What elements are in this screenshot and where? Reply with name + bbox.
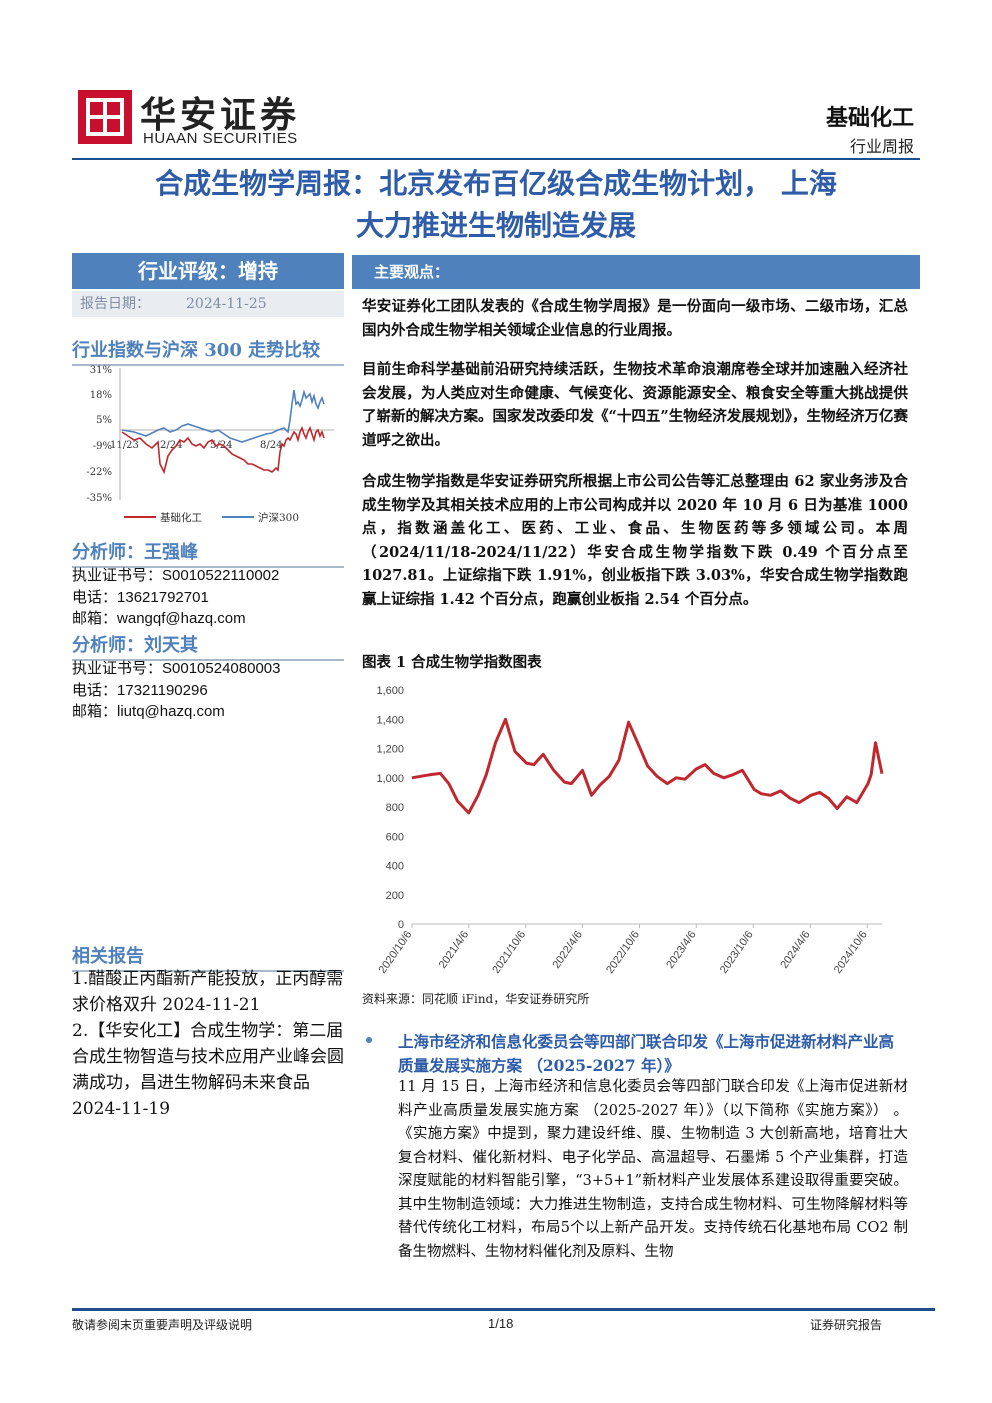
cert-label: 执业证书号： [72,566,163,584]
index-series-line [411,717,884,815]
x-tick-label: 2022/10/6 [604,929,642,976]
mini-y-tick: -22% [86,467,112,478]
y-tick-label: 200 [386,890,404,902]
mini-x-tick: 2/24 [160,440,182,451]
analyst-1-info: 执业证书号：S0010522110002 电话：13621792701 邮箱：w… [72,565,279,630]
related-reports-title: 相关报告 [72,942,344,972]
mini-y-tick: 31% [90,365,112,376]
related-reports-list: 1.醋酸正丙酯新产能投放，正丙醇需求价格双升 2024-11-21 2.【华安化… [72,966,344,1122]
related-report-2[interactable]: 2.【华安化工】合成生物学：第二届合成生物智造与技术应用产业峰会圆满成功，昌进生… [72,1021,344,1119]
mini-x-tick: 11/23 [110,440,139,451]
footer-label: 证券研究报告 [810,1318,883,1332]
x-tick-label: 2024/4/6 [778,929,812,971]
y-tick-label: 600 [386,831,404,843]
bullet-icon [366,1037,372,1043]
sector-name: 基础化工 [825,105,914,131]
footer-divider [72,1308,935,1311]
mini-y-tick: 5% [96,415,112,426]
related-report-1[interactable]: 1.醋酸正丙酯新产能投放，正丙醇需求价格双升 2024-11-21 [72,969,344,1015]
index-paragraph: 合成生物学指数是华安证券研究所根据上市公司公告等汇总整理由 62 家业务涉及合成… [362,473,908,608]
date-label: 报告日期： [80,296,150,312]
email-label: 邮箱： [72,702,118,720]
phone-number: 17321190296 [117,681,208,699]
analyst-1-email-row: 邮箱：wangqf@hazq.com [72,608,279,630]
mini-y-tick: 18% [90,390,112,401]
page-number: 1/18 [488,1316,514,1331]
news-body: 11 月 15 日，上海市经济和信息化委员会等四部门联合印发《上海市促进新材料产… [398,1079,908,1260]
mini-legend-1: 基础化工 [160,511,202,524]
y-tick-label: 400 [386,861,404,873]
main-points-bar: 主要观点： [352,255,920,289]
background-paragraph: 目前生命科学基础前沿研究持续活跃，生物技术革命浪潮席卷全球并加速融入经济社会发展… [362,361,908,449]
analyst-1-heading: 分析师：王强峰 [72,538,344,568]
cert-number: S0010524080003 [162,660,281,677]
mini-x-tick: 8/24 [260,440,282,451]
footer-disclaimer: 敬请参阅末页重要声明及评级说明 [72,1318,253,1332]
email-address[interactable]: wangqf@hazq.com [117,610,246,627]
date-value: 2024-11-25 [186,296,267,312]
mini-y-tick: -9% [93,441,112,452]
x-tick-label: 2021/10/6 [490,929,528,976]
logo-chinese-name: 华安证券 [140,94,301,136]
synbio-index-chart: 0 200 400 600 800 1,000 1,200 1,400 1,600 2020/10… [376,685,884,976]
x-tick-label: 2023/10/6 [718,929,756,976]
x-tick-label: 2024/10/6 [832,929,870,976]
intro-paragraph: 华安证券化工团队发表的《合成生物学周报》是一份面向一级市场、二级市场，汇总国内外… [362,298,908,339]
email-label: 邮箱： [72,609,118,627]
figure-title: 图表 1 合成生物学指数图表 [362,654,542,671]
analyst-2-email-row: 邮箱：liutq@hazq.com [72,701,280,723]
analyst-2-heading: 分析师：刘天其 [72,631,344,661]
report-date-row: 报告日期： 2024-11-25 [72,291,344,317]
mini-series-hs300 [121,389,325,443]
email-address[interactable]: liutq@hazq.com [117,703,225,720]
header-divider [72,158,920,160]
phone-number: 13621792701 [117,588,209,606]
mini-y-tick: -35% [86,493,112,504]
x-tick-label: 2023/4/6 [664,929,698,971]
y-tick-label: 0 [398,919,404,931]
report-type: 行业周报 [849,137,914,156]
logo-english-name: HUAAN SECURITIES [143,130,298,147]
analyst-1-phone-row: 电话：13621792701 [72,587,279,609]
phone-label: 电话： [72,587,118,606]
x-tick-label: 2020/10/6 [377,929,415,976]
phone-label: 电话： [72,680,118,699]
analyst-2-phone-row: 电话：17321190296 [72,680,280,702]
industry-rating: 行业评级：增持 [72,253,344,289]
y-tick-label: 800 [386,802,404,814]
trend-section-title: 行业指数与沪深 300 走势比较 [72,336,344,366]
mini-legend-2: 沪深300 [258,511,299,524]
mini-series-chem [121,425,325,475]
trend-mini-chart: 31%18%5%-9%-22%-35% 11/23 2/24 5/24 8/24 基础… [86,365,334,524]
cert-label: 执业证书号： [72,659,163,677]
company-logo-mark [78,90,132,144]
figure-source: 资料来源：同花顺 iFind，华安证券研究所 [362,992,590,1006]
y-tick-label: 1,200 [376,744,404,756]
x-tick-label: 2022/4/6 [551,929,585,971]
x-tick-label: 2021/4/6 [437,929,471,971]
news-headline[interactable]: 上海市经济和信息化委员会等四部门联合印发《上海市促进新材料产业高质量发展实施方案… [398,1032,895,1075]
cert-number: S0010522110002 [162,567,280,584]
report-title: 合成生物学周报：北京发布百亿级合成生物计划， 上海 大力推进生物制造发展 [72,163,920,247]
analyst-1-cert-row: 执业证书号：S0010522110002 [72,565,279,587]
y-tick-label: 1,400 [376,714,404,726]
analyst-2-info: 执业证书号：S0010524080003 电话：17321190296 邮箱：l… [72,658,280,723]
analyst-2-cert-row: 执业证书号：S0010524080003 [72,658,280,680]
title-line-1: 合成生物学周报：北京发布百亿级合成生物计划， 上海 [155,167,837,200]
title-line-2: 大力推进生物制造发展 [355,209,636,242]
y-tick-label: 1,600 [376,685,404,697]
y-tick-label: 1,000 [376,773,404,785]
